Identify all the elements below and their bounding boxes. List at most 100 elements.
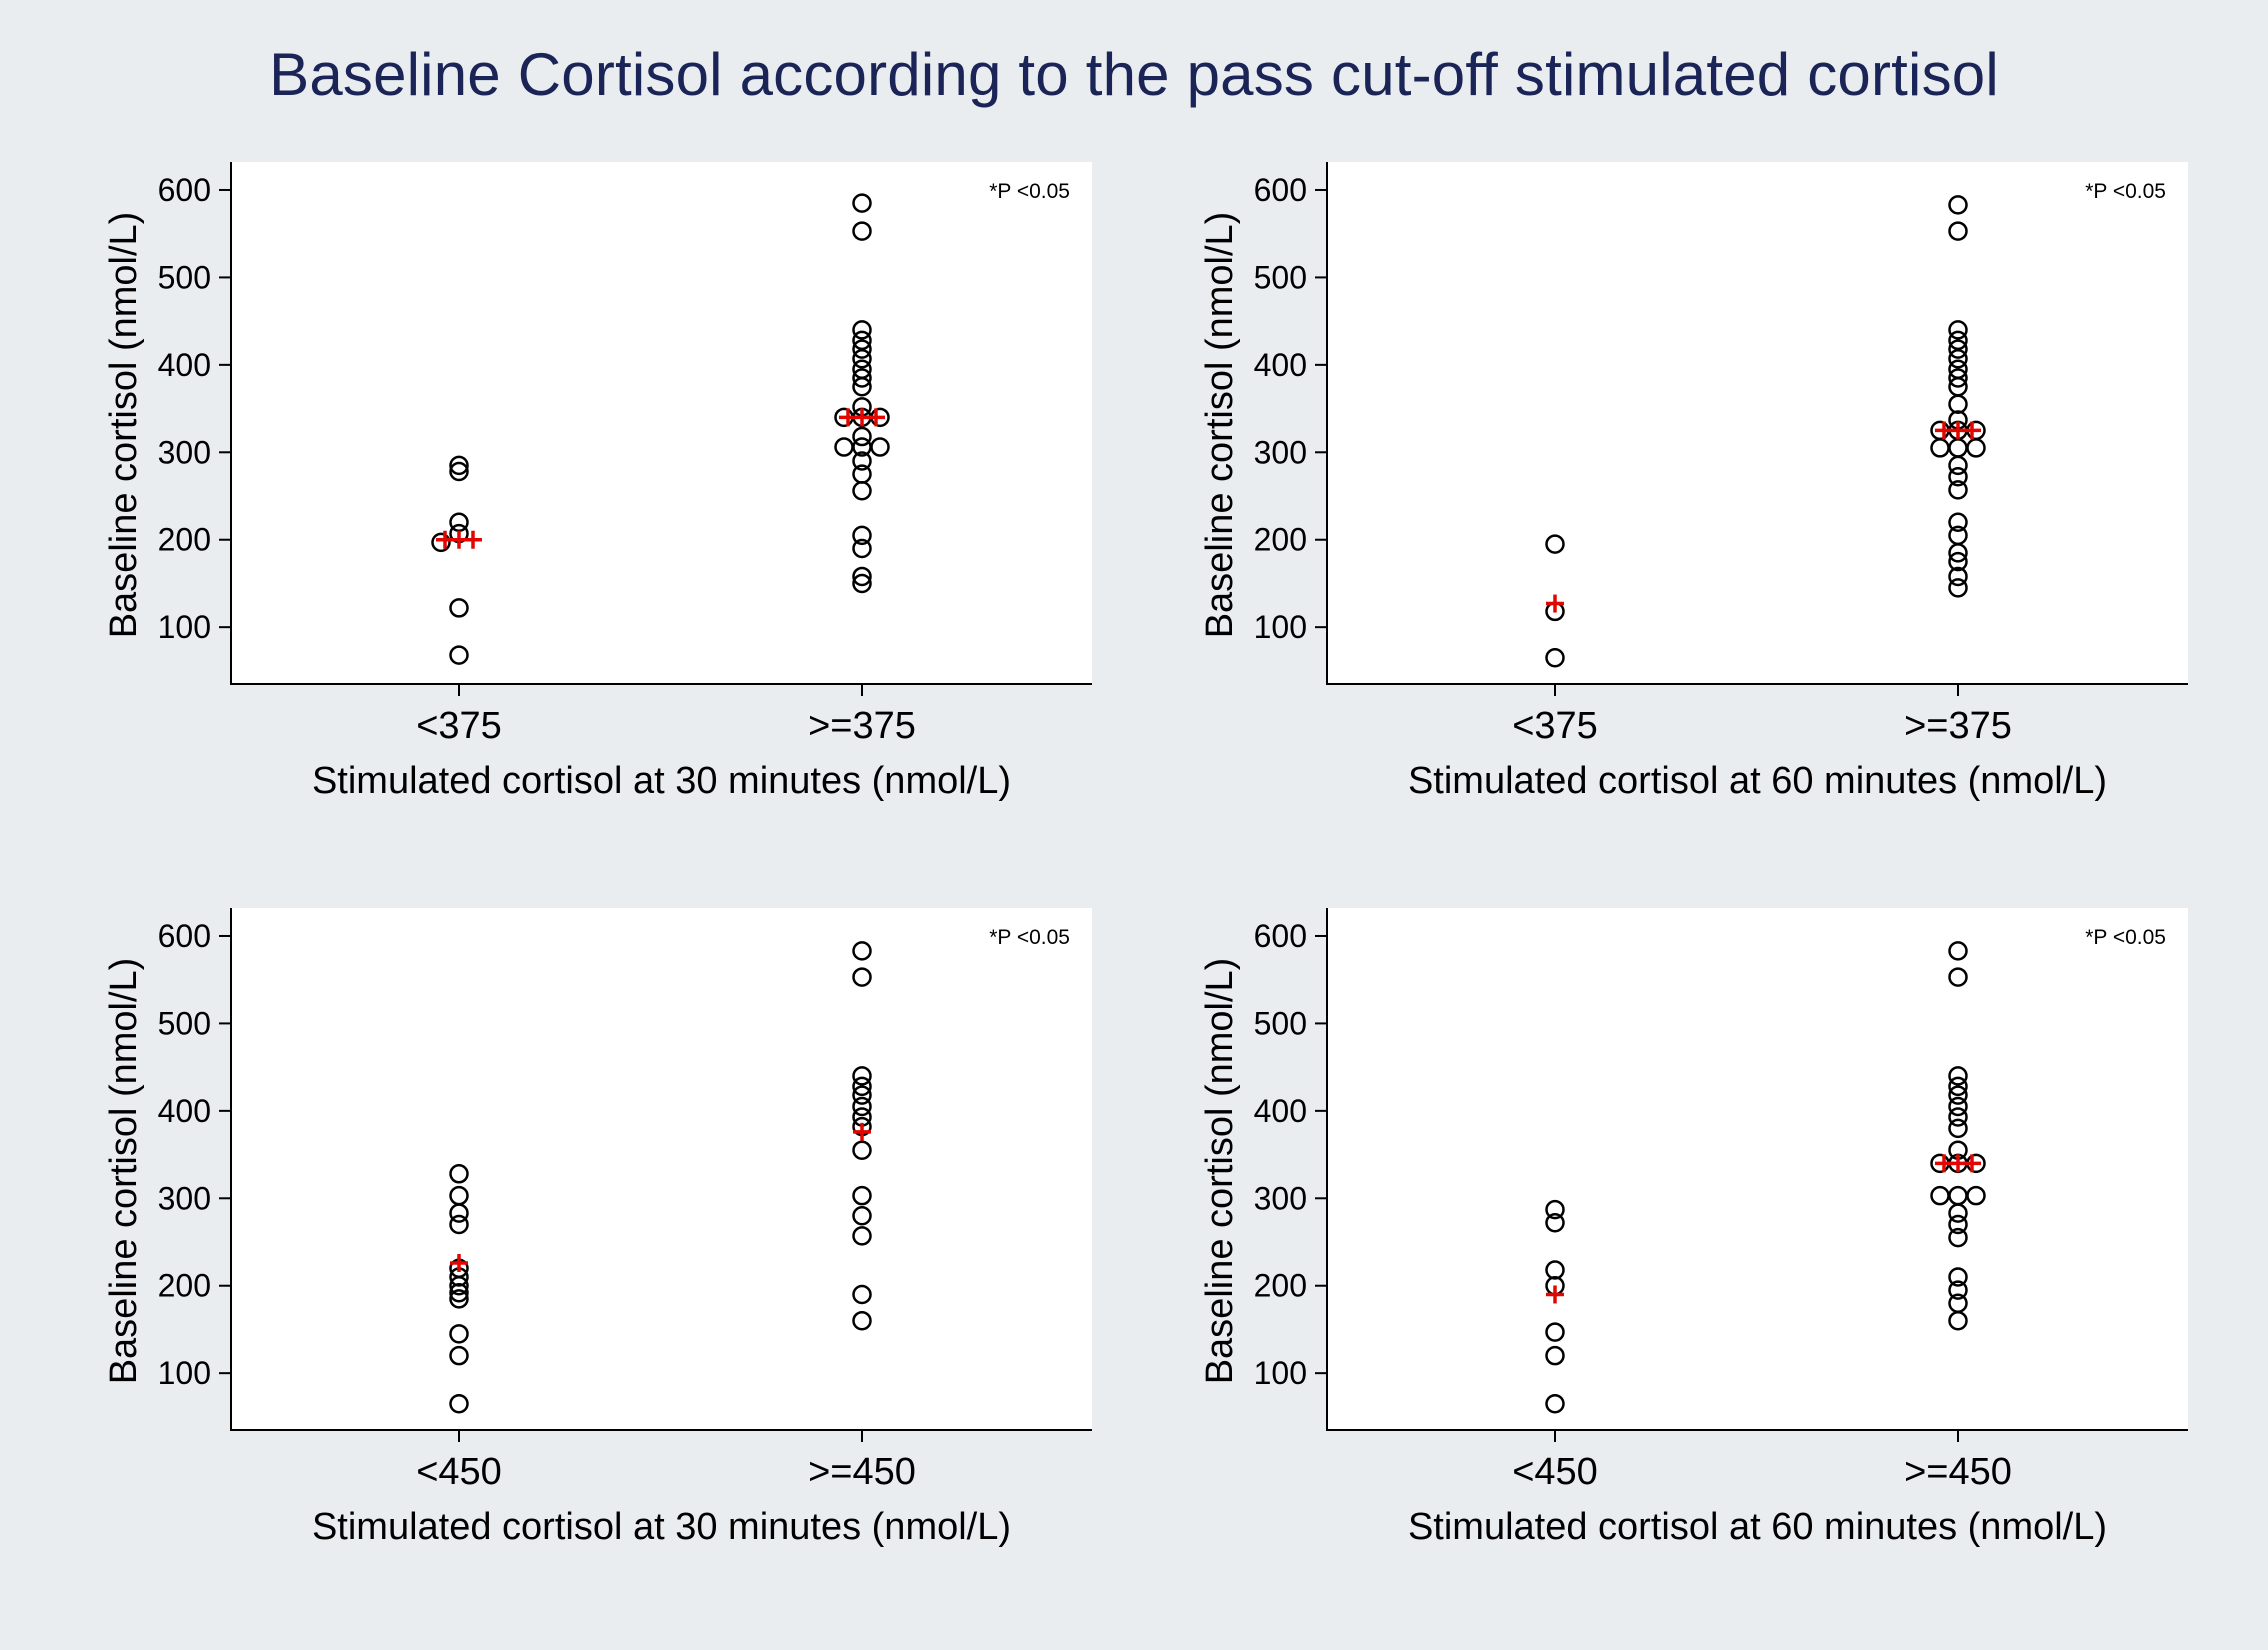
data-point	[852, 339, 872, 359]
y-tick-label: 100	[1254, 1355, 1307, 1391]
scatter-plot-svg: 100 200 300 400 500 600 <375 >=375 Stimulated co…	[1199, 162, 2188, 802]
p-value-annotation: *P <0.05	[2085, 926, 2166, 949]
scatter-plot-svg: 100 200 300 400 500 600 <450 >=450 Stimulated co…	[103, 908, 1092, 1548]
data-point	[1948, 368, 1968, 388]
x-axis-title: Stimulated cortisol at 60 minutes (nmol/…	[1408, 760, 2107, 802]
data-point	[1948, 1203, 1968, 1223]
data-point	[1948, 1310, 1968, 1331]
mean-marker	[853, 1122, 871, 1141]
data-point	[1948, 480, 1968, 500]
y-tick-label: 400	[158, 1093, 211, 1129]
data-point	[449, 1275, 469, 1296]
plot-area	[231, 162, 1092, 684]
data-point	[1545, 1213, 1565, 1233]
mean-marker	[1546, 1285, 1564, 1304]
data-point	[852, 481, 872, 501]
data-point	[852, 376, 872, 397]
y-tick-label: 200	[158, 522, 211, 558]
data-point	[852, 330, 872, 351]
data-point	[1545, 1394, 1565, 1414]
data-point	[852, 1085, 872, 1105]
data-point	[852, 941, 872, 961]
data-point	[449, 1203, 469, 1223]
scatter-plot-svg: 100 200 300 400 500 600 <450 >=450 Stimulated co…	[1199, 908, 2188, 1548]
x-axis-title: Stimulated cortisol at 60 minutes (nmol/…	[1408, 1506, 2107, 1548]
data-point	[1966, 1185, 1986, 1206]
y-tick-label: 400	[1254, 347, 1307, 383]
data-point	[1948, 967, 1968, 987]
data-point	[1948, 195, 1968, 215]
plot-area	[231, 908, 1092, 1430]
figure-title: Baseline Cortisol according to the pass …	[269, 41, 1999, 108]
x-category-label: <375	[416, 705, 502, 747]
data-point	[852, 451, 872, 471]
y-tick-label: 500	[158, 1005, 211, 1041]
data-point	[870, 437, 890, 457]
data-point	[852, 320, 872, 340]
data-point	[1948, 339, 1968, 359]
y-tick-label: 300	[158, 434, 211, 470]
data-point	[1948, 1096, 1968, 1117]
y-tick-label: 600	[1254, 918, 1307, 954]
plot-area	[1327, 908, 2188, 1430]
p-value-annotation: *P <0.05	[2085, 180, 2166, 203]
data-point	[449, 1289, 469, 1309]
data-point	[449, 1345, 469, 1366]
p-value-annotation: *P <0.05	[989, 926, 1070, 949]
data-point	[1948, 1267, 1968, 1287]
data-point	[852, 1284, 872, 1305]
x-category-label: >=375	[808, 705, 916, 747]
x-category-label: <375	[1512, 705, 1598, 747]
data-point	[1948, 512, 1968, 532]
data-point	[449, 645, 469, 665]
data-point	[852, 1310, 872, 1331]
x-axis-title: Stimulated cortisol at 30 minutes (nmol/…	[312, 1506, 1011, 1548]
p-value-annotation: *P <0.05	[989, 180, 1070, 203]
data-point	[1545, 648, 1565, 668]
data-point	[852, 368, 872, 388]
scatter-plot-svg: 100 200 300 400 500 600 <375 >=375 Stimulated co…	[103, 162, 1092, 802]
y-axis-title: Baseline cortisol (nmol/L)	[1199, 212, 1241, 639]
y-tick-label: 500	[1254, 1005, 1307, 1041]
data-point	[1545, 534, 1565, 554]
panel-60min-375: 100 200 300 400 500 600 <375 >=375 Stimulated co…	[1126, 148, 2226, 848]
mean-marker	[867, 408, 885, 427]
y-tick-label: 200	[158, 1268, 211, 1304]
x-category-label: >=450	[1904, 1451, 2012, 1493]
data-point	[1948, 941, 1968, 961]
y-axis-title: Baseline cortisol (nmol/L)	[103, 212, 145, 639]
y-tick-label: 100	[158, 609, 211, 645]
data-point	[852, 1226, 872, 1246]
y-tick-label: 200	[1254, 1268, 1307, 1304]
data-point	[431, 532, 451, 553]
data-point	[1545, 1345, 1565, 1366]
data-point	[1948, 1107, 1968, 1127]
y-tick-label: 300	[1254, 1180, 1307, 1216]
data-point	[449, 598, 469, 618]
data-point	[852, 348, 872, 369]
data-point	[852, 573, 872, 594]
y-tick-label: 500	[1254, 259, 1307, 295]
data-point	[852, 1206, 872, 1226]
data-point	[1948, 551, 1968, 572]
data-point	[1948, 1227, 1968, 1248]
data-point	[1948, 348, 1968, 369]
data-point	[449, 1214, 469, 1235]
data-point	[1948, 543, 1968, 563]
data-point	[852, 1076, 872, 1097]
data-point	[1948, 221, 1968, 241]
data-point	[449, 455, 469, 476]
data-point	[1948, 330, 1968, 351]
data-point	[1948, 578, 1968, 598]
data-point	[852, 1140, 872, 1160]
data-point	[1948, 1066, 1968, 1086]
y-tick-label: 200	[1254, 522, 1307, 558]
data-point	[1545, 1322, 1565, 1342]
data-point	[1948, 1280, 1968, 1300]
data-point	[449, 1394, 469, 1414]
y-tick-label: 300	[158, 1180, 211, 1216]
y-tick-label: 400	[158, 347, 211, 383]
data-point	[449, 1324, 469, 1344]
data-point	[852, 967, 872, 987]
